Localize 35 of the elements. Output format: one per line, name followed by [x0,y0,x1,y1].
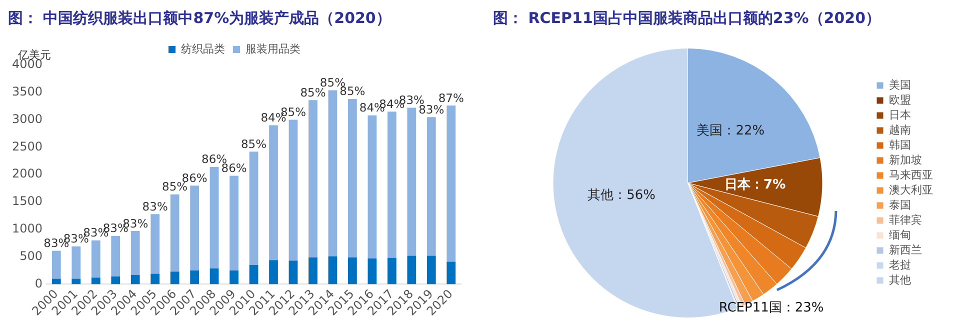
legend-label: 马来西亚 [889,168,933,182]
legend-label: 菲律宾 [889,213,922,226]
chart-title: 图： 中国纺织服装出口额中87%为服装产成品（2020） [8,8,392,29]
data-label: 美国：22% [696,122,765,138]
legend-label: 韩国 [889,138,911,152]
y-tick-label: 2000 [12,166,43,181]
legend-label: 泰国 [889,198,911,212]
text: RCEP11国：23% [718,300,824,316]
annotation: 86% [182,170,208,185]
legend-label: 日本 [889,108,911,122]
chart-title: 图： RCEP11国占中国服装商品出口额的23%（2020） [493,8,882,29]
legend-label: 缅甸 [889,228,911,242]
annotation: 87% [438,90,464,105]
annotation: 85% [240,136,267,151]
y-tick-label: 1500 [12,194,43,208]
legend-label: 老挝 [889,258,911,272]
legend-label: 美国 [889,78,911,92]
y-tick-label: 0 [34,276,43,290]
legend-label: 新西兰 [889,243,922,256]
legend-label: 纺织品类 [181,42,225,56]
y-tick-label: 1000 [12,222,43,236]
annotation: 83% [142,199,168,214]
legend-label: 欧盟 [889,93,911,106]
y-tick-label: 3500 [12,84,43,99]
y-tick-label: 2500 [12,139,43,154]
legend-label: 服装用品类 [246,42,300,56]
legend-label: 新加坡 [889,153,922,166]
y-tick-label: 3000 [12,112,43,126]
legend-label: 澳大利亚 [889,183,933,196]
data-label: 其他：56% [588,188,656,203]
legend-label: 其他 [889,273,911,286]
annotation: 85% [300,85,326,100]
y-tick-label: 500 [20,248,43,263]
data-label: 日本：7% [724,177,786,192]
legend-label: 越南 [889,123,911,136]
